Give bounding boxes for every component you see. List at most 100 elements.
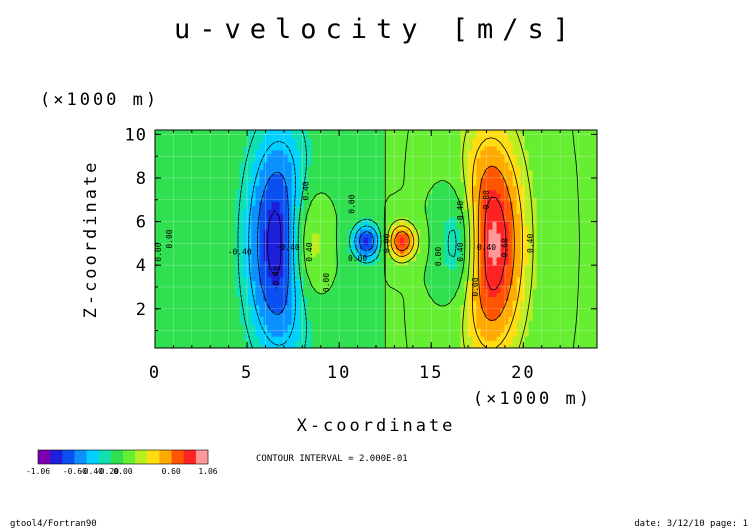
heatmap-cell	[271, 149, 277, 155]
heatmap-cell	[428, 237, 433, 242]
heatmap-cell	[440, 324, 445, 329]
heatmap-cell	[235, 133, 240, 139]
heatmap-cell	[283, 225, 289, 230]
heatmap-cell	[512, 237, 518, 242]
heatmap-cell	[299, 328, 305, 333]
heatmap-cell	[247, 209, 253, 214]
heatmap-cell	[303, 332, 309, 337]
heatmap-cell	[251, 153, 257, 159]
heatmap-cell	[436, 173, 441, 179]
heatmap-cell	[444, 201, 449, 206]
heatmap-cell	[496, 209, 502, 214]
heatmap-cell	[432, 284, 437, 290]
heatmap-cell	[279, 324, 285, 329]
heatmap-cell	[456, 141, 461, 147]
heatmap-cell	[227, 181, 232, 187]
heatmap-cell	[516, 332, 522, 337]
heatmap-cell	[223, 316, 228, 321]
heatmap-cell	[416, 141, 421, 147]
heatmap-cell	[351, 221, 357, 226]
heatmap-cell	[243, 312, 249, 317]
heatmap-cell	[319, 197, 325, 202]
heatmap-cell	[456, 217, 461, 222]
heatmap-cell	[179, 141, 184, 147]
heatmap-cell	[347, 197, 353, 202]
heatmap-cell	[371, 137, 377, 143]
heatmap-cell	[384, 237, 389, 242]
heatmap-cell	[199, 344, 204, 348]
heatmap-cell	[183, 328, 188, 333]
heatmap-cell	[219, 237, 224, 242]
heatmap-cell	[175, 181, 180, 187]
heatmap-cell	[235, 185, 240, 191]
heatmap-cell	[247, 308, 253, 313]
heatmap-cell	[432, 264, 437, 270]
heatmap-cell	[396, 153, 401, 159]
heatmap-cell	[183, 344, 188, 348]
heatmap-cell	[287, 141, 293, 147]
heatmap-cell	[384, 205, 389, 210]
heatmap-cell	[424, 248, 429, 254]
heatmap-cell	[436, 272, 441, 278]
heatmap-cell	[396, 157, 401, 163]
heatmap-cell	[359, 145, 365, 151]
heatmap-cell	[496, 165, 502, 171]
heatmap-cell	[371, 237, 377, 242]
heatmap-cell	[295, 133, 301, 139]
heatmap-cell	[480, 201, 486, 206]
heatmap-cell	[380, 217, 385, 222]
heatmap-cell	[444, 169, 449, 175]
heatmap-cell	[247, 276, 253, 282]
heatmap-cell	[448, 201, 453, 206]
heatmap-cell	[227, 240, 232, 246]
heatmap-cell	[319, 153, 325, 159]
heatmap-cell	[203, 165, 208, 171]
heatmap-cell	[416, 165, 421, 171]
heatmap-cell	[243, 185, 249, 191]
heatmap-cell	[363, 312, 369, 317]
heatmap-cell	[303, 173, 309, 179]
heatmap-cell	[416, 300, 421, 305]
heatmap-cell	[179, 296, 184, 302]
heatmap-cell	[424, 193, 429, 198]
heatmap-cell	[452, 304, 457, 309]
heatmap-cell	[171, 244, 176, 250]
heatmap-cell	[191, 244, 196, 250]
heatmap-cell	[203, 336, 208, 341]
heatmap-cell	[400, 137, 405, 143]
heatmap-cell	[388, 320, 393, 325]
heatmap-cell	[428, 137, 433, 143]
heatmap-cell	[355, 201, 361, 206]
heatmap-cell	[199, 157, 204, 163]
heatmap-cell	[452, 141, 457, 147]
heatmap-cell	[456, 221, 461, 226]
heatmap-cell	[307, 304, 313, 309]
heatmap-cell	[492, 324, 498, 329]
heatmap-cell	[492, 201, 498, 206]
heatmap-cell	[167, 292, 172, 298]
heatmap-cell	[219, 137, 224, 143]
heatmap-cell	[335, 130, 341, 135]
heatmap-cell	[343, 149, 349, 155]
heatmap-cell	[227, 324, 232, 329]
heatmap-cell	[376, 161, 381, 167]
heatmap-cell	[367, 181, 373, 187]
heatmap-cell	[159, 157, 164, 163]
heatmap-cell	[420, 205, 425, 210]
heatmap-cell	[355, 268, 361, 274]
heatmap-cell	[279, 336, 285, 341]
heatmap-cell	[175, 284, 180, 290]
heatmap-cell	[215, 260, 220, 266]
heatmap-cell	[239, 233, 244, 238]
heatmap-cell	[428, 133, 433, 139]
heatmap-cell	[448, 280, 453, 286]
heatmap-cell	[263, 304, 269, 309]
heatmap-cell	[388, 201, 393, 206]
heatmap-cell	[420, 340, 425, 345]
heatmap-cell	[388, 137, 393, 143]
heatmap-cell	[315, 308, 321, 313]
heatmap-cell	[504, 328, 510, 333]
heatmap-cell	[267, 209, 273, 214]
heatmap-cell	[456, 320, 461, 325]
heatmap-cell	[167, 169, 172, 175]
